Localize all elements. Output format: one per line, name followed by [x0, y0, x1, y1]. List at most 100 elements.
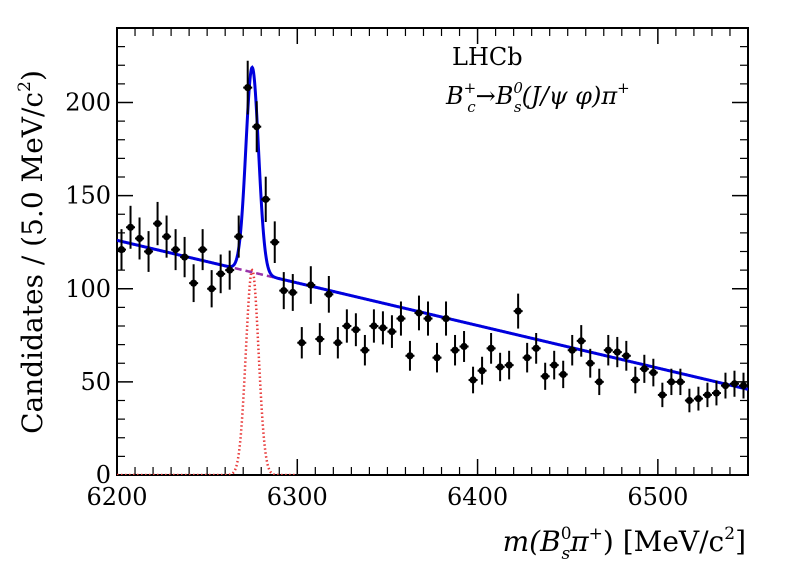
data-point	[621, 340, 631, 371]
data-point	[585, 348, 595, 378]
data-point	[684, 388, 694, 413]
legend-decay-c-sub: c	[467, 98, 476, 116]
data-point	[387, 315, 397, 348]
data-point	[720, 372, 730, 399]
data-point	[468, 366, 478, 394]
data-point	[504, 350, 514, 380]
data-marker	[649, 368, 657, 377]
data-point	[657, 382, 667, 408]
data-marker	[316, 335, 324, 343]
data-marker	[244, 84, 252, 92]
data-marker	[117, 246, 126, 254]
data-point	[423, 301, 433, 336]
data-marker	[217, 270, 225, 278]
x-axis-title-sup: 0	[561, 524, 572, 544]
data-marker	[325, 290, 333, 298]
data-marker	[541, 372, 549, 380]
data-marker	[171, 246, 180, 254]
data-point	[441, 301, 451, 336]
data-point	[288, 274, 298, 311]
x-axis-title-pisup: +	[589, 524, 603, 544]
data-marker	[685, 396, 694, 405]
data-point	[531, 332, 541, 364]
data-marker	[280, 287, 288, 295]
data-marker	[712, 389, 721, 397]
data-point	[675, 368, 685, 396]
data-point	[378, 311, 388, 345]
legend-decay-arrow: →B	[476, 82, 514, 110]
data-marker	[199, 246, 207, 254]
data-marker	[352, 326, 360, 334]
data-point	[315, 323, 325, 355]
data-marker	[253, 123, 261, 131]
data-marker	[370, 322, 378, 330]
y-axis-title: Candidates / (5.0 MeV/c2)	[15, 70, 49, 434]
data-point	[486, 332, 496, 364]
total-fit-curve	[117, 65, 748, 391]
data-marker	[739, 382, 748, 390]
data-point	[630, 366, 640, 394]
data-marker	[658, 391, 666, 399]
data-point	[306, 266, 316, 304]
data-point	[351, 313, 361, 347]
data-marker	[135, 234, 144, 243]
legend-decay-s-sub: s	[514, 98, 522, 116]
axis-ticks: 6200 6300 6400 6500 0 50 100 150 200	[65, 27, 749, 511]
data-marker	[307, 281, 315, 289]
y-tick-label: 200	[65, 89, 111, 117]
data-point	[297, 327, 307, 359]
x-tick-label: 6500	[627, 483, 688, 511]
data-marker	[550, 361, 558, 369]
data-marker	[153, 219, 162, 228]
data-point	[333, 327, 343, 359]
data-point	[495, 352, 505, 382]
data-point	[639, 354, 649, 383]
data-marker	[442, 314, 450, 323]
data-point	[459, 331, 469, 362]
legend-decay-c-sup: +	[464, 79, 477, 97]
x-tick-label: 6200	[86, 483, 147, 511]
y-tick-label: 50	[80, 368, 111, 396]
data-marker	[162, 233, 171, 241]
data-point	[477, 356, 487, 385]
x-axis-title-close: ]	[735, 525, 746, 558]
data-marker	[361, 346, 369, 354]
data-point	[216, 254, 226, 294]
data-point	[432, 342, 442, 373]
data-marker	[721, 382, 730, 390]
legend-experiment: LHCb	[452, 43, 523, 71]
data-marker	[433, 354, 441, 362]
data-marker	[478, 367, 486, 375]
data-marker	[577, 337, 585, 345]
y-tick-label: 0	[96, 461, 111, 489]
data-marker	[406, 352, 414, 360]
data-point	[594, 368, 604, 396]
data-point	[360, 334, 370, 366]
data-marker	[703, 391, 712, 399]
legend-decay-pi-sup: +	[617, 79, 630, 97]
data-marker	[226, 266, 234, 274]
x-axis-title: m(B0 sπ+) [MeV/c2]	[503, 524, 746, 564]
x-tick-label: 6400	[447, 483, 508, 511]
data-point	[135, 217, 145, 260]
data-marker	[334, 339, 342, 347]
data-point	[189, 264, 199, 303]
data-marker	[694, 395, 703, 403]
data-point	[567, 334, 577, 366]
data-point	[234, 215, 244, 258]
data-marker	[235, 233, 243, 241]
data-marker	[343, 322, 351, 330]
data-marker	[523, 354, 531, 362]
data-point	[396, 301, 406, 336]
data-point	[225, 250, 235, 290]
data-point	[144, 231, 154, 272]
data-point	[603, 334, 613, 366]
legend-decay-paren: (J/ψ φ)π	[522, 82, 619, 110]
data-point	[558, 360, 568, 389]
data-point	[207, 270, 217, 308]
data-point	[450, 334, 460, 366]
data-point	[738, 372, 748, 399]
data-point	[198, 229, 208, 271]
data-marker	[676, 378, 684, 386]
